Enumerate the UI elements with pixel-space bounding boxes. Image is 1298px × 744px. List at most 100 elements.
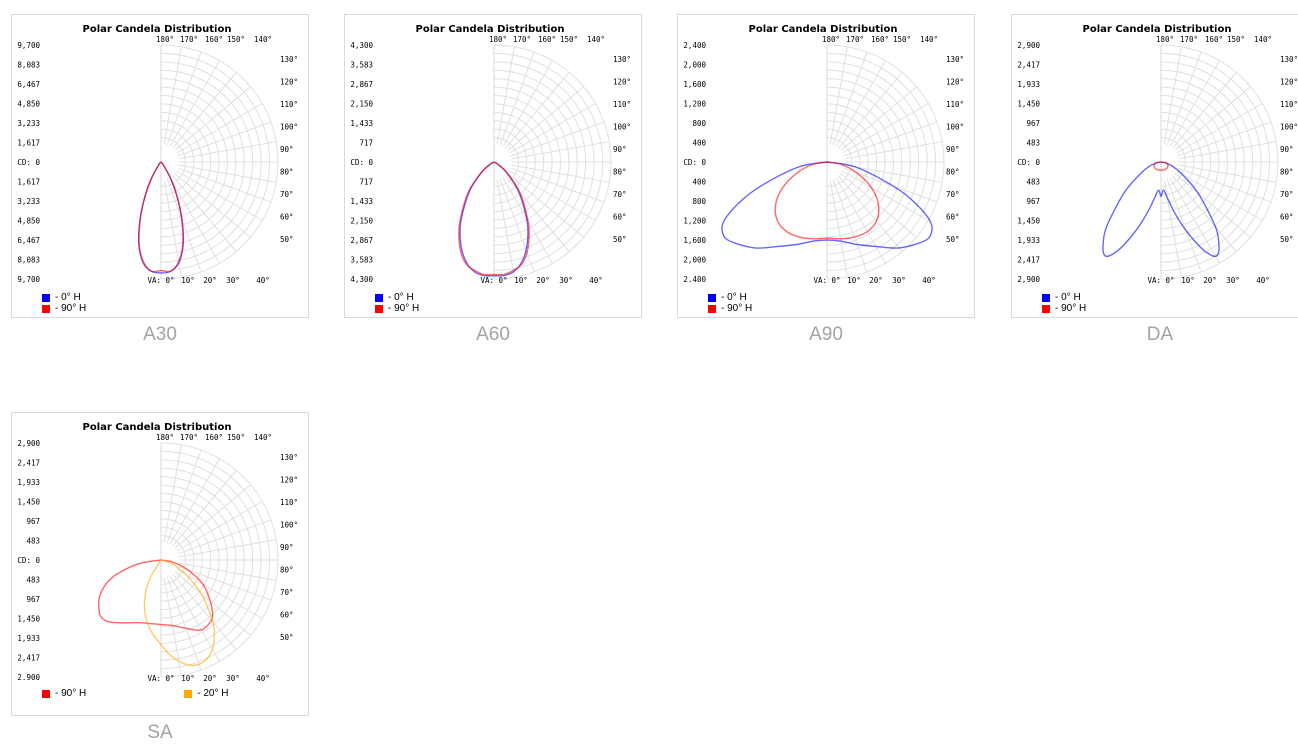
legend-label: - 20° H	[197, 688, 229, 699]
angle-label: 120°	[1280, 78, 1298, 87]
series-line	[721, 161, 933, 249]
y-tick-label: 1,933	[1017, 80, 1040, 89]
angle-label: 120°	[613, 78, 631, 87]
grid-spoke	[169, 575, 220, 662]
y-tick-label: 800	[692, 197, 706, 206]
angle-label: 70°	[280, 588, 294, 597]
grid-spoke	[1169, 60, 1220, 147]
angle-label: 10°	[1181, 276, 1195, 285]
y-tick-label: 4,850	[17, 100, 40, 109]
angle-label: 60°	[613, 213, 627, 222]
series-line	[774, 161, 880, 240]
series-line	[459, 161, 529, 277]
grid-spoke	[169, 458, 220, 545]
grid-spoke	[844, 164, 943, 183]
y-tick-label: 483	[1026, 178, 1040, 187]
grid-spoke	[178, 164, 277, 183]
grid-spoke	[511, 164, 610, 183]
angle-label: 180°	[489, 35, 507, 44]
legend-swatch	[42, 689, 50, 698]
grid-spoke	[174, 571, 251, 636]
angle-label: 20°	[1203, 276, 1217, 285]
angle-label: 90°	[613, 145, 627, 154]
angle-label: 140°	[254, 433, 272, 442]
grid-spoke	[174, 484, 251, 549]
legend-label: - 90° H	[721, 303, 753, 314]
grid-spoke	[835, 60, 886, 147]
angle-label: 40°	[589, 276, 603, 285]
chart-legend: - 0° H- 90° H	[1042, 292, 1086, 314]
angle-label: 40°	[1256, 276, 1270, 285]
y-tick-label: 483	[26, 537, 40, 546]
legend-item: - 90° H	[375, 303, 419, 314]
y-tick-label: 1,600	[683, 80, 706, 89]
angle-label: 130°	[946, 55, 964, 64]
va-label: VA: 0°	[1147, 276, 1174, 285]
grid-spoke	[1169, 177, 1220, 264]
chart-title: Polar Candela Distribution	[416, 24, 565, 35]
legend-item: - 0° H	[375, 292, 419, 303]
angle-label: 150°	[227, 35, 245, 44]
angle-label: 50°	[1280, 235, 1294, 244]
grid-spoke	[829, 46, 848, 145]
grid-spoke	[496, 179, 515, 278]
y-tick-label: 967	[1026, 119, 1040, 128]
grid-spoke	[176, 170, 263, 221]
y-tick-label: 3,583	[350, 61, 373, 70]
grid-spoke	[838, 72, 903, 149]
legend-item: - 90° H	[42, 688, 86, 699]
y-tick-label: 1,200	[683, 100, 706, 109]
series-line	[1153, 161, 1169, 171]
angle-label: 170°	[1180, 35, 1198, 44]
angle-label: 100°	[946, 123, 964, 132]
y-tick-label: 2,900	[1017, 41, 1040, 50]
y-tick-label: 8,083	[17, 61, 40, 70]
grid-spoke	[838, 175, 903, 252]
y-tick-label: 1,200	[683, 217, 706, 226]
chart-title: Polar Candela Distribution	[83, 422, 232, 433]
chart-title: Polar Candela Distribution	[83, 24, 232, 35]
chart-legend: - 0° H- 90° H	[708, 292, 752, 314]
angle-label: 170°	[180, 35, 198, 44]
y-tick-label: 2,417	[1017, 256, 1040, 265]
grid-spoke	[507, 173, 584, 238]
angle-label: 100°	[613, 123, 631, 132]
y-tick-label: 967	[26, 595, 40, 604]
angle-label: 110°	[280, 100, 298, 109]
legend-label: - 90° H	[1055, 303, 1087, 314]
legend-label: - 90° H	[388, 303, 420, 314]
y-tick-label: 3,233	[17, 197, 40, 206]
y-tick-label: 2,417	[17, 459, 40, 468]
legend-item: - 0° H	[42, 292, 86, 303]
angle-label: 160°	[205, 433, 223, 442]
cd-zero-label: CD: 0	[17, 158, 40, 167]
angle-label: 110°	[280, 498, 298, 507]
chart-legend: - 90° H - 20° H	[42, 688, 228, 699]
angle-label: 80°	[613, 168, 627, 177]
grid-spoke	[1176, 170, 1263, 221]
angle-label: 80°	[280, 566, 294, 575]
grid-spoke	[1174, 173, 1251, 238]
angle-label: 120°	[280, 476, 298, 485]
grid-spoke	[499, 178, 535, 273]
legend-swatch	[42, 293, 50, 302]
grid-spoke	[163, 444, 182, 543]
polar-chart-card: Polar Candela Distribution 2,400 2,000 1,60…	[677, 14, 975, 318]
angle-label: 160°	[205, 35, 223, 44]
y-tick-label: 1,450	[1017, 217, 1040, 226]
angle-label: 30°	[1226, 276, 1240, 285]
legend-item: - 90° H	[1042, 303, 1086, 314]
grid-spoke	[499, 51, 535, 146]
chart-caption: DA	[1146, 324, 1174, 345]
grid-spoke	[844, 141, 943, 160]
grid-spoke	[1174, 86, 1251, 151]
angle-label: 160°	[538, 35, 556, 44]
grid-spoke	[172, 175, 237, 252]
angle-label: 60°	[946, 213, 960, 222]
series-line	[138, 161, 184, 273]
y-tick-label: 717	[359, 178, 373, 187]
grid-spoke	[1177, 121, 1272, 157]
grid-spoke	[178, 141, 277, 160]
y-tick-label: 1,450	[17, 498, 40, 507]
grid-spoke	[177, 167, 272, 203]
